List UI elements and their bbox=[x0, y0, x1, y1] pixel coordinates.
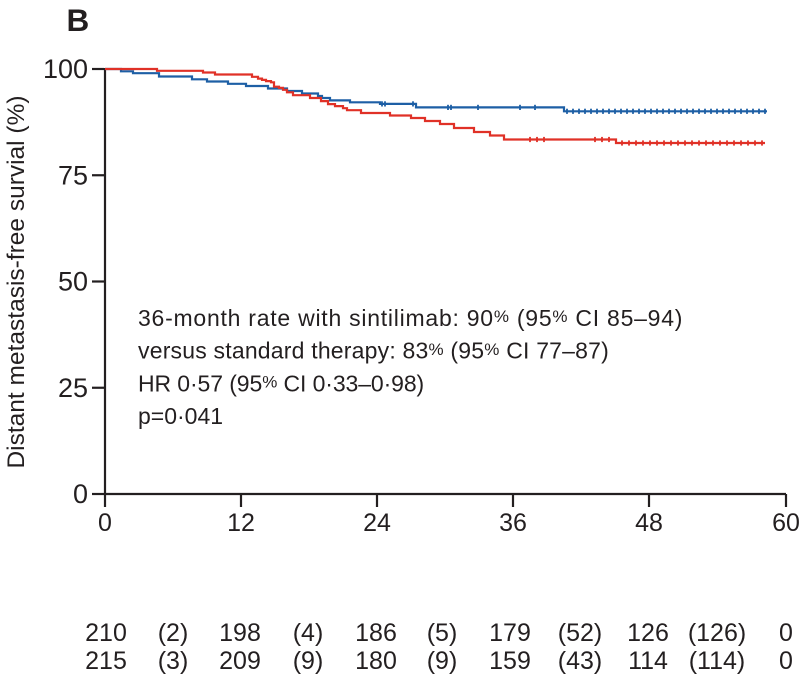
svg-text:0: 0 bbox=[779, 647, 793, 675]
svg-text:HR 0·57 (95% CI 0·33–0·98): HR 0·57 (95% CI 0·33–0·98) bbox=[138, 370, 424, 396]
svg-text:(2): (2) bbox=[158, 619, 189, 647]
svg-text:12: 12 bbox=[227, 509, 255, 537]
svg-text:25: 25 bbox=[58, 373, 88, 403]
svg-text:159: 159 bbox=[489, 647, 531, 675]
svg-text:(3): (3) bbox=[158, 647, 189, 675]
svg-text:100: 100 bbox=[43, 54, 88, 84]
svg-text:198: 198 bbox=[219, 619, 261, 647]
svg-text:(126): (126) bbox=[688, 619, 746, 647]
svg-text:24: 24 bbox=[363, 509, 391, 537]
svg-text:179: 179 bbox=[489, 619, 531, 647]
svg-text:(4): (4) bbox=[293, 619, 324, 647]
svg-text:75: 75 bbox=[58, 160, 88, 190]
svg-text:186: 186 bbox=[355, 619, 397, 647]
svg-text:(52): (52) bbox=[558, 619, 602, 647]
svg-text:60: 60 bbox=[772, 509, 800, 537]
svg-text:p=0·041: p=0·041 bbox=[138, 403, 223, 429]
svg-text:126: 126 bbox=[627, 619, 669, 647]
svg-text:(5): (5) bbox=[427, 619, 458, 647]
svg-text:Distant metastasis-free survia: Distant metastasis-free survial (%) bbox=[3, 95, 30, 468]
svg-text:114: 114 bbox=[628, 647, 668, 675]
svg-text:209: 209 bbox=[219, 647, 261, 675]
svg-text:B: B bbox=[67, 2, 90, 38]
svg-text:(114): (114) bbox=[689, 647, 746, 675]
svg-text:0: 0 bbox=[98, 509, 112, 537]
svg-text:210: 210 bbox=[85, 619, 127, 647]
svg-text:50: 50 bbox=[58, 267, 88, 297]
svg-text:36-month rate with sintilimab:: 36-month rate with sintilimab: 90% (95% … bbox=[138, 305, 683, 331]
svg-text:(9): (9) bbox=[293, 647, 324, 675]
svg-text:48: 48 bbox=[635, 509, 663, 537]
svg-text:0: 0 bbox=[73, 479, 88, 509]
svg-text:180: 180 bbox=[355, 647, 397, 675]
svg-text:36: 36 bbox=[499, 509, 527, 537]
svg-text:0: 0 bbox=[779, 619, 793, 647]
svg-text:versus standard therapy: 83% (: versus standard therapy: 83% (95% CI 77–… bbox=[138, 338, 609, 364]
svg-text:215: 215 bbox=[85, 647, 127, 675]
svg-text:(43): (43) bbox=[558, 647, 602, 675]
svg-text:(9): (9) bbox=[427, 647, 458, 675]
